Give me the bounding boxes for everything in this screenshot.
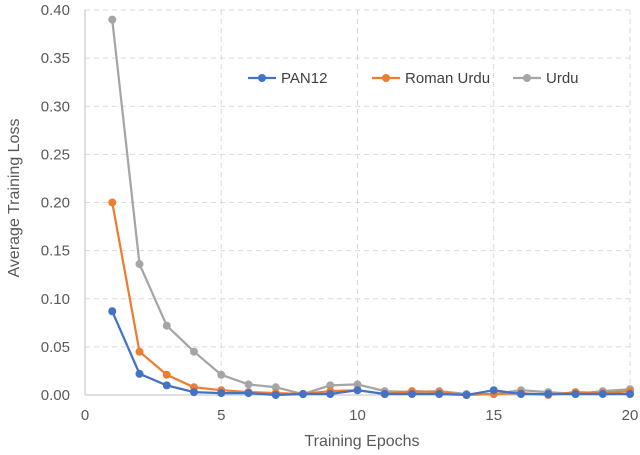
data-point-pan12: [190, 388, 198, 397]
series-pan12: [108, 307, 634, 399]
x-axis-title: Training Epochs: [304, 433, 419, 450]
data-point-pan12: [353, 386, 362, 395]
data-point-pan12: [517, 390, 525, 399]
series-line-roman-urdu: [111, 202, 631, 397]
legend: PAN12 Roman Urdu Urdu: [248, 70, 579, 87]
legend-marker-pan12: [258, 74, 266, 82]
data-point-pan12: [408, 390, 416, 399]
x-tick-labels: 0 5 10 15 20: [81, 407, 639, 424]
data-point-pan12: [626, 390, 634, 399]
y-tick-labels: 0.00 0.05 0.10 0.15 0.20 0.25 0.30 0.35 0.40: [41, 2, 70, 404]
y-tick-label: 0.35: [41, 50, 70, 67]
legend-item-roman-urdu: Roman Urdu: [372, 70, 490, 87]
x-tick-label: 0: [81, 407, 89, 424]
legend-item-pan12: PAN12: [248, 70, 327, 87]
data-point-urdu: [353, 380, 362, 389]
data-point-pan12: [571, 390, 580, 399]
grid-lines: [85, 9, 631, 395]
data-point-urdu: [271, 383, 280, 392]
data-point-roman-urdu: [135, 347, 144, 356]
data-point-pan12: [162, 381, 171, 390]
data-point-pan12: [244, 389, 253, 398]
y-tick-label: 0.10: [41, 291, 70, 308]
y-tick-label: 0.40: [41, 2, 70, 19]
series-line-pan12: [111, 310, 630, 397]
data-point-urdu: [108, 15, 117, 24]
data-point-pan12: [435, 390, 444, 399]
y-tick-label: 0.05: [41, 339, 70, 356]
data-point-pan12: [489, 386, 498, 395]
data-point-urdu: [244, 380, 253, 389]
x-tick-label: 5: [217, 407, 225, 424]
x-tick-label: 15: [485, 407, 502, 424]
data-point-pan12: [271, 391, 280, 399]
data-point-pan12: [135, 369, 144, 378]
data-point-pan12: [299, 390, 307, 399]
legend-marker-urdu: [523, 74, 531, 82]
data-point-pan12: [598, 390, 607, 399]
legend-label-pan12: PAN12: [281, 70, 327, 87]
data-point-pan12: [462, 391, 471, 399]
data-point-urdu: [190, 347, 198, 356]
data-point-pan12: [217, 389, 226, 398]
data-point-roman-urdu: [108, 198, 117, 207]
data-point-pan12: [380, 390, 389, 399]
y-axis-title: Average Training Loss: [6, 119, 23, 278]
data-point-pan12: [326, 390, 335, 399]
data-point-urdu: [162, 321, 171, 330]
data-point-roman-urdu: [162, 370, 171, 379]
legend-item-urdu: Urdu: [513, 70, 579, 87]
legend-label-roman-urdu: Roman Urdu: [405, 70, 490, 87]
x-tick-label: 10: [349, 407, 366, 424]
data-point-pan12: [544, 390, 553, 399]
x-tick-label: 20: [622, 407, 639, 424]
data-point-pan12: [108, 307, 117, 316]
y-tick-label: 0.00: [41, 387, 70, 404]
y-tick-label: 0.30: [41, 98, 70, 115]
y-tick-label: 0.15: [41, 243, 70, 260]
data-point-urdu: [217, 370, 226, 379]
legend-marker-roman-urdu: [382, 74, 390, 82]
legend-label-urdu: Urdu: [546, 70, 579, 87]
data-point-urdu: [135, 260, 144, 269]
y-tick-label: 0.25: [41, 146, 70, 163]
data-point-urdu: [326, 381, 335, 390]
y-tick-label: 0.20: [41, 195, 70, 212]
plot-series: [108, 15, 634, 399]
series-line-urdu: [111, 19, 631, 396]
